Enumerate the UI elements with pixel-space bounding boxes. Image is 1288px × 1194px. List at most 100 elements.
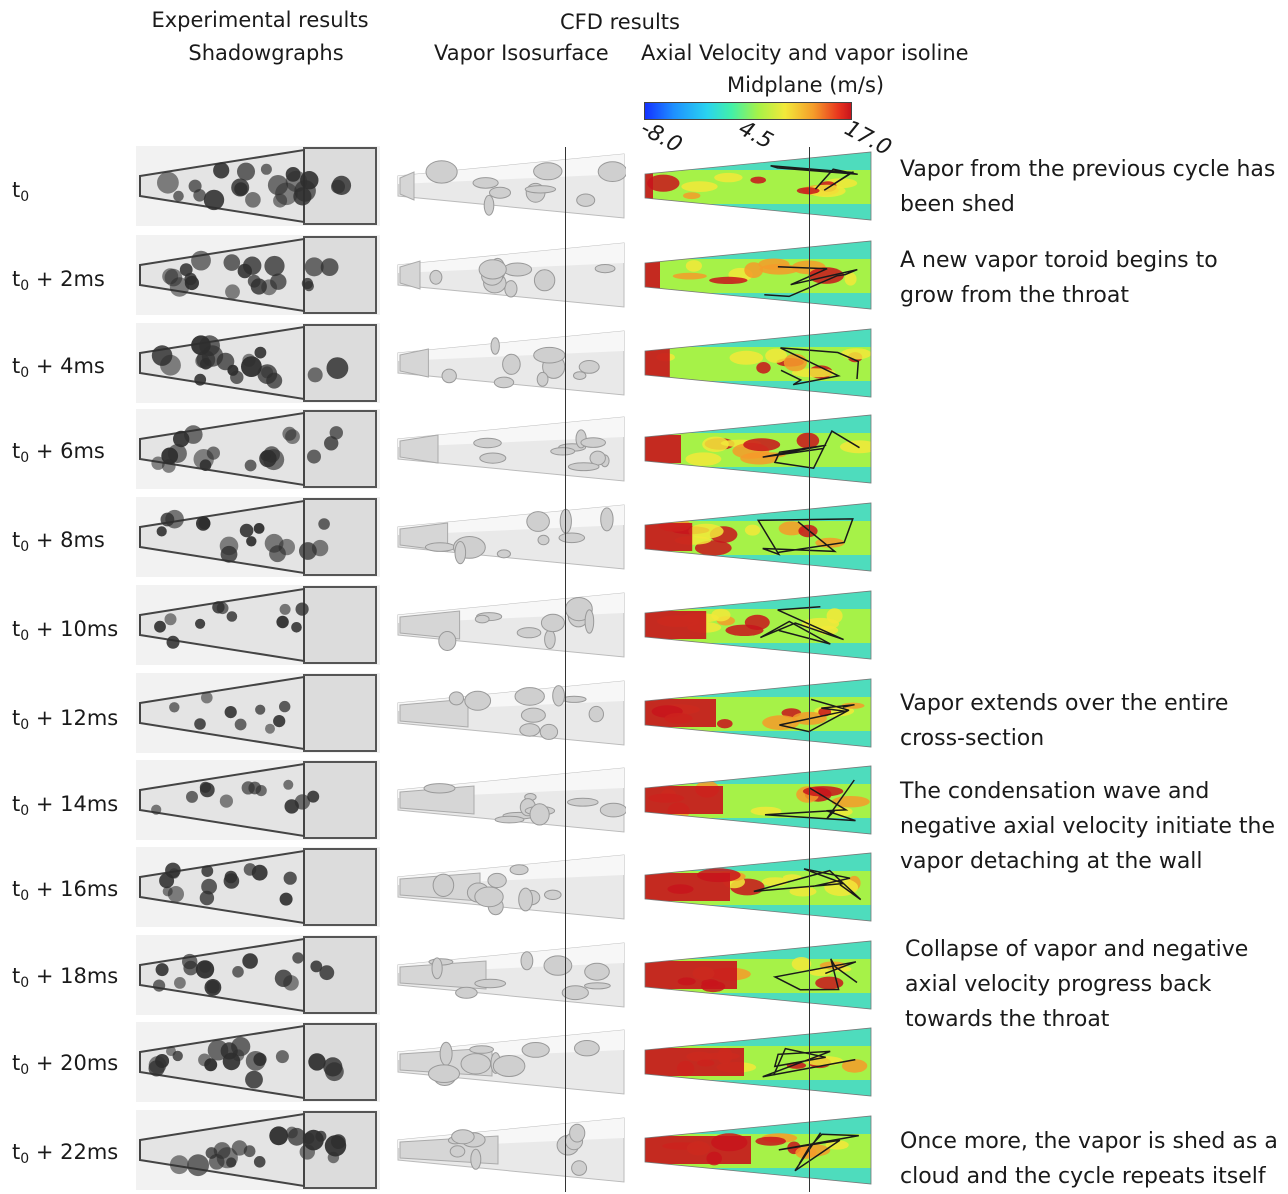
shadowgraph-image bbox=[136, 1022, 380, 1102]
annotation-line: vapor detaching at the wall bbox=[900, 849, 1203, 874]
time-label-base: t bbox=[12, 267, 21, 291]
annotation-line: Vapor from the previous cycle has bbox=[900, 157, 1276, 182]
time-label: t0 + 22ms bbox=[12, 1140, 118, 1167]
experimental-header-line2: Shadowgraphs bbox=[188, 41, 344, 65]
vapor-isosurface-image bbox=[397, 680, 625, 746]
reference-line-isosurface bbox=[565, 147, 566, 1192]
time-label-subscript: 0 bbox=[20, 628, 30, 644]
vapor-isosurface-image bbox=[397, 242, 625, 308]
axial-velocity-contour bbox=[644, 502, 872, 572]
axial-velocity-contour bbox=[644, 1027, 872, 1097]
time-label-base: t bbox=[12, 1051, 21, 1075]
time-label: t0 + 8ms bbox=[12, 528, 105, 555]
shadowgraph-image bbox=[136, 146, 380, 226]
time-label-offset: + 2ms bbox=[29, 267, 105, 291]
midplane-header: Midplane (m/s) bbox=[727, 73, 885, 97]
row-annotation: Once more, the vapor is shed as a cloud a… bbox=[900, 1124, 1278, 1194]
axial-velocity-contour bbox=[644, 240, 872, 310]
time-label-subscript: 0 bbox=[20, 189, 30, 205]
axial-velocity-contour bbox=[644, 852, 872, 922]
time-label: t0 bbox=[12, 178, 29, 205]
experimental-header-line1: Experimental results bbox=[151, 8, 369, 32]
vapor-isosurface-image bbox=[397, 592, 625, 658]
shadowgraph-image bbox=[136, 497, 380, 577]
shadowgraph-image bbox=[136, 323, 380, 403]
row-annotation: Vapor extends over the entire cross-secti… bbox=[900, 686, 1228, 756]
axial-velocity-contour bbox=[644, 590, 872, 660]
annotation-line: grow from the throat bbox=[900, 283, 1129, 308]
vapor-isosurface-image bbox=[397, 854, 625, 920]
time-label-offset: + 22ms bbox=[29, 1140, 119, 1164]
row-annotation: Collapse of vapor and negative axial velo… bbox=[905, 932, 1248, 1037]
time-label-offset: + 12ms bbox=[29, 706, 119, 730]
vapor-isosurface-header: Vapor Isosurface bbox=[434, 41, 609, 65]
annotation-line: Once more, the vapor is shed as a bbox=[900, 1129, 1278, 1154]
shadowgraph-image bbox=[136, 235, 380, 315]
time-label-offset: + 20ms bbox=[29, 1051, 119, 1075]
axial-velocity-contour bbox=[644, 940, 872, 1010]
time-label-subscript: 0 bbox=[20, 450, 30, 466]
time-label-offset: + 4ms bbox=[29, 354, 105, 378]
annotation-line: Collapse of vapor and negative bbox=[905, 937, 1249, 962]
time-label-subscript: 0 bbox=[20, 365, 30, 381]
time-label-base: t bbox=[12, 354, 21, 378]
cfd-header: CFD results bbox=[560, 10, 680, 34]
axial-velocity-contour bbox=[644, 765, 872, 835]
time-label-subscript: 0 bbox=[20, 717, 30, 733]
time-label: t0 + 12ms bbox=[12, 706, 118, 733]
time-label-subscript: 0 bbox=[20, 1151, 30, 1167]
time-label-base: t bbox=[12, 528, 21, 552]
time-label-subscript: 0 bbox=[20, 975, 30, 991]
annotation-line: A new vapor toroid begins to bbox=[900, 248, 1218, 273]
shadowgraph-image bbox=[136, 847, 380, 927]
vapor-isosurface-image bbox=[397, 153, 626, 219]
axial-velocity-contour bbox=[644, 1115, 872, 1185]
axial-velocity-contour bbox=[644, 414, 872, 484]
shadowgraph-image bbox=[136, 935, 380, 1015]
annotation-line: cloud and the cycle repeats itself bbox=[900, 1164, 1266, 1189]
annotation-line: The condensation wave and bbox=[900, 779, 1210, 804]
shadowgraph-image bbox=[136, 673, 380, 753]
time-label: t0 + 20ms bbox=[12, 1051, 118, 1078]
shadowgraph-image bbox=[136, 585, 380, 665]
shadowgraph-image bbox=[136, 1110, 380, 1190]
annotation-line: negative axial velocity initiate the bbox=[900, 814, 1276, 839]
row-annotation: A new vapor toroid begins to grow from th… bbox=[900, 243, 1218, 313]
time-label-subscript: 0 bbox=[20, 803, 30, 819]
time-label-base: t bbox=[12, 792, 21, 816]
time-label-base: t bbox=[12, 178, 21, 202]
time-label-offset: + 10ms bbox=[29, 617, 119, 641]
time-label-subscript: 0 bbox=[20, 1062, 30, 1078]
row-annotation: The condensation wave and negative axial … bbox=[900, 774, 1275, 879]
vapor-isosurface-image bbox=[397, 416, 625, 482]
time-label-subscript: 0 bbox=[20, 539, 30, 555]
annotation-line: towards the throat bbox=[905, 1007, 1110, 1032]
axial-velocity-contour bbox=[644, 328, 872, 398]
time-label-base: t bbox=[12, 964, 21, 988]
vapor-isosurface-image bbox=[397, 767, 626, 833]
time-label-base: t bbox=[12, 1140, 21, 1164]
time-label: t0 + 2ms bbox=[12, 267, 105, 294]
annotation-line: axial velocity progress back bbox=[905, 972, 1212, 997]
time-label: t0 + 14ms bbox=[12, 792, 118, 819]
vapor-isosurface-image bbox=[397, 942, 625, 1008]
time-label: t0 + 18ms bbox=[12, 964, 118, 991]
shadowgraph-image bbox=[136, 760, 380, 840]
reference-line-velocity bbox=[809, 147, 810, 1192]
time-label-base: t bbox=[12, 617, 21, 641]
annotation-line: cross-section bbox=[900, 726, 1045, 751]
vapor-isosurface-image bbox=[397, 330, 625, 396]
time-label: t0 + 6ms bbox=[12, 439, 105, 466]
annotation-line: been shed bbox=[900, 192, 1015, 217]
axial-velocity-header: Axial Velocity and vapor isoline bbox=[641, 41, 969, 65]
time-label-subscript: 0 bbox=[20, 888, 30, 904]
time-label-base: t bbox=[12, 706, 21, 730]
time-label-offset: + 6ms bbox=[29, 439, 105, 463]
time-label: t0 + 4ms bbox=[12, 354, 105, 381]
time-label-base: t bbox=[12, 439, 21, 463]
axial-velocity-contour bbox=[644, 678, 872, 748]
time-label-offset: + 14ms bbox=[29, 792, 119, 816]
time-label-subscript: 0 bbox=[20, 278, 30, 294]
time-label-offset: + 8ms bbox=[29, 528, 105, 552]
vapor-isosurface-image bbox=[397, 1117, 625, 1183]
